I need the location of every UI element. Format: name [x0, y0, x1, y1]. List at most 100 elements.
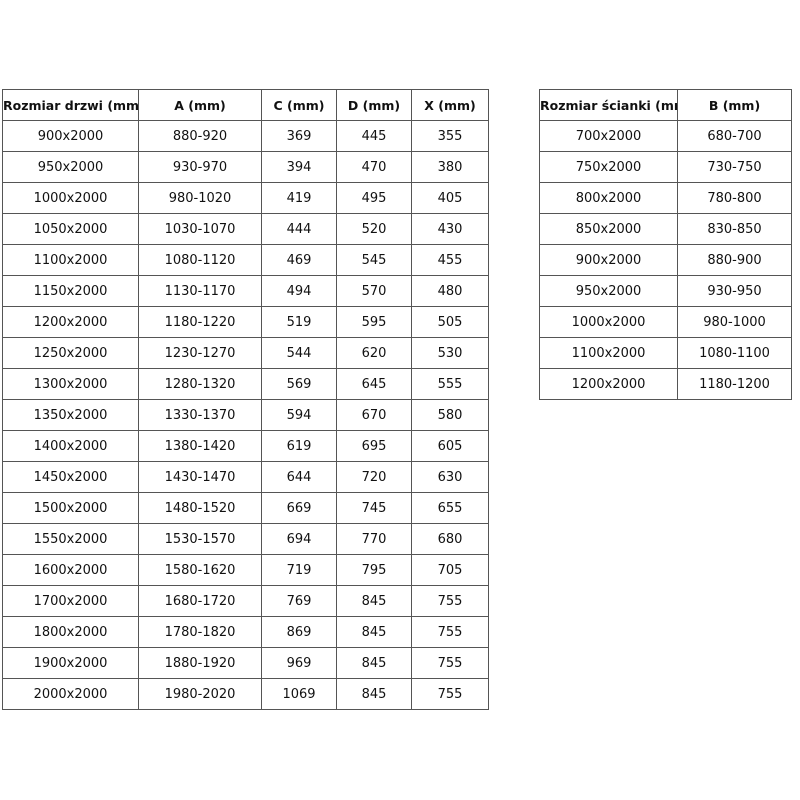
- table-cell: 1550x2000: [2, 523, 139, 555]
- table-row: 900x2000 880-900: [539, 244, 792, 276]
- column-header: Rozmiar drzwi (mm): [2, 89, 139, 121]
- table-cell: 1100x2000: [2, 244, 139, 276]
- table-cell: 694: [261, 523, 337, 555]
- table-row: 800x2000 780-800: [539, 182, 792, 214]
- table-cell: 1080-1100: [677, 337, 792, 369]
- table-cell: 880-920: [138, 120, 262, 152]
- table-cell: 950x2000: [2, 151, 139, 183]
- table-cell: 1080-1120: [138, 244, 262, 276]
- table-cell: 930-970: [138, 151, 262, 183]
- table-cell: 1000x2000: [2, 182, 139, 214]
- table-cell: 1100x2000: [539, 337, 678, 369]
- table-cell: 1700x2000: [2, 585, 139, 617]
- table-cell: 1180-1220: [138, 306, 262, 338]
- table-cell: 800x2000: [539, 182, 678, 214]
- table-row: 1200x2000 1180-1220 519 595 505: [2, 306, 489, 338]
- table-cell: 1030-1070: [138, 213, 262, 245]
- table-cell: 1980-2020: [138, 678, 262, 710]
- table-cell: 750x2000: [539, 151, 678, 183]
- table-cell: 869: [261, 616, 337, 648]
- table-cell: 670: [336, 399, 412, 431]
- table-cell: 605: [411, 430, 489, 462]
- table-cell: 980-1000: [677, 306, 792, 338]
- table-cell: 355: [411, 120, 489, 152]
- table-cell: 1430-1470: [138, 461, 262, 493]
- table-cell: 545: [336, 244, 412, 276]
- table-row: 1300x2000 1280-1320 569 645 555: [2, 368, 489, 400]
- table-row: 1600x2000 1580-1620 719 795 705: [2, 554, 489, 586]
- table-cell: 845: [336, 647, 412, 679]
- table-row: 1350x2000 1330-1370 594 670 580: [2, 399, 489, 431]
- table-cell: 880-900: [677, 244, 792, 276]
- table-cell: 595: [336, 306, 412, 338]
- table-cell: 1580-1620: [138, 554, 262, 586]
- door-size-table: Rozmiar drzwi (mm) A (mm) C (mm) D (mm) X (m…: [2, 89, 489, 710]
- table-cell: 620: [336, 337, 412, 369]
- table-cell: 980-1020: [138, 182, 262, 214]
- table-row: 1500x2000 1480-1520 669 745 655: [2, 492, 489, 524]
- table-cell: 680-700: [677, 120, 792, 152]
- table-cell: 680: [411, 523, 489, 555]
- table-cell: 394: [261, 151, 337, 183]
- table-cell: 1530-1570: [138, 523, 262, 555]
- table-cell: 380: [411, 151, 489, 183]
- table-cell: 755: [411, 678, 489, 710]
- header-row: Rozmiar drzwi (mm) A (mm) C (mm) D (mm) X (m…: [2, 89, 489, 121]
- table-cell: 780-800: [677, 182, 792, 214]
- table-cell: 1600x2000: [2, 554, 139, 586]
- table-cell: 1200x2000: [2, 306, 139, 338]
- table-cell: 845: [336, 585, 412, 617]
- table-cell: 795: [336, 554, 412, 586]
- table-cell: 519: [261, 306, 337, 338]
- table-cell: 1880-1920: [138, 647, 262, 679]
- table-cell: 445: [336, 120, 412, 152]
- table-cell: 494: [261, 275, 337, 307]
- table-cell: 1330-1370: [138, 399, 262, 431]
- table-row: 1400x2000 1380-1420 619 695 605: [2, 430, 489, 462]
- table-row: 1050x2000 1030-1070 444 520 430: [2, 213, 489, 245]
- header-row: Rozmiar ścianki (mm) B (mm): [539, 89, 792, 121]
- table-cell: 470: [336, 151, 412, 183]
- table-cell: 1000x2000: [539, 306, 678, 338]
- table-cell: 969: [261, 647, 337, 679]
- table-cell: 950x2000: [539, 275, 678, 307]
- table-cell: 705: [411, 554, 489, 586]
- table-cell: 555: [411, 368, 489, 400]
- table-cell: 430: [411, 213, 489, 245]
- table-cell: 570: [336, 275, 412, 307]
- table-cell: 730-750: [677, 151, 792, 183]
- table-cell: 455: [411, 244, 489, 276]
- table-cell: 695: [336, 430, 412, 462]
- table-cell: 569: [261, 368, 337, 400]
- table-cell: 1400x2000: [2, 430, 139, 462]
- table-row: 1000x2000 980-1000: [539, 306, 792, 338]
- table-cell: 619: [261, 430, 337, 462]
- table-row: 1900x2000 1880-1920 969 845 755: [2, 647, 489, 679]
- table-cell: 1050x2000: [2, 213, 139, 245]
- table-cell: 580: [411, 399, 489, 431]
- table-row: 950x2000 930-970 394 470 380: [2, 151, 489, 183]
- table-cell: 850x2000: [539, 213, 678, 245]
- column-header: Rozmiar ścianki (mm): [539, 89, 678, 121]
- table-cell: 1680-1720: [138, 585, 262, 617]
- table-cell: 1200x2000: [539, 368, 678, 400]
- table-cell: 1280-1320: [138, 368, 262, 400]
- table-row: 1550x2000 1530-1570 694 770 680: [2, 523, 489, 555]
- table-row: 1000x2000 980-1020 419 495 405: [2, 182, 489, 214]
- table-cell: 544: [261, 337, 337, 369]
- table-cell: 505: [411, 306, 489, 338]
- table-cell: 1250x2000: [2, 337, 139, 369]
- table-cell: 1130-1170: [138, 275, 262, 307]
- table-row: 850x2000 830-850: [539, 213, 792, 245]
- table-cell: 644: [261, 461, 337, 493]
- table-row: 1800x2000 1780-1820 869 845 755: [2, 616, 489, 648]
- table-cell: 480: [411, 275, 489, 307]
- table-cell: 669: [261, 492, 337, 524]
- table-cell: 845: [336, 616, 412, 648]
- table-cell: 755: [411, 616, 489, 648]
- column-header: X (mm): [411, 89, 489, 121]
- table-cell: 530: [411, 337, 489, 369]
- column-header: A (mm): [138, 89, 262, 121]
- table-cell: 755: [411, 647, 489, 679]
- column-header: C (mm): [261, 89, 337, 121]
